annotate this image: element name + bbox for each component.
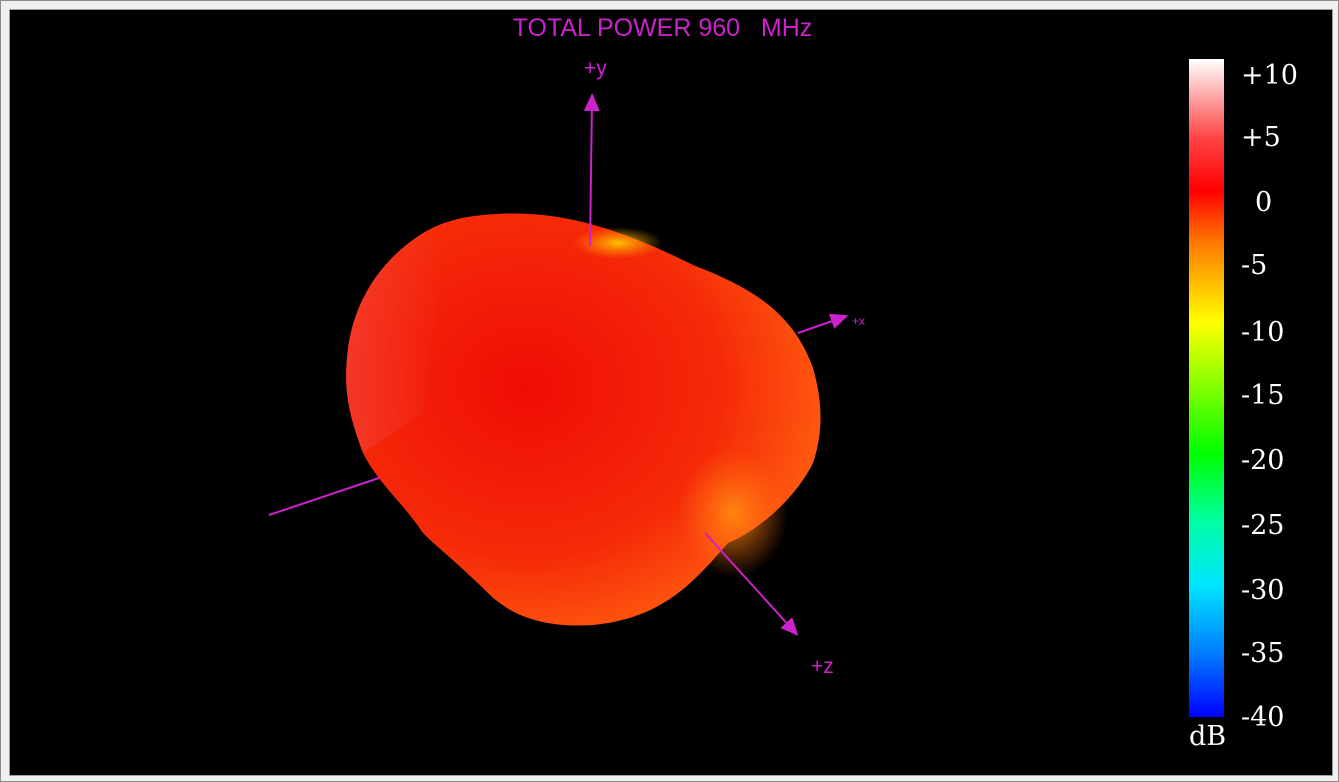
z-axis-label: +z: [811, 655, 834, 678]
colorbar-gradient: [1189, 59, 1224, 717]
colorbar-tick: +5: [1241, 122, 1281, 153]
colorbar-tick: -40: [1241, 702, 1285, 733]
colorbar-tick: -35: [1241, 638, 1285, 669]
colorbar-tick: -5: [1241, 250, 1268, 281]
colorbar-tick: -30: [1241, 575, 1285, 606]
colorbar-tick: -20: [1241, 445, 1285, 476]
x-axis-label: +x: [852, 314, 866, 328]
surface-highlight-right: [678, 448, 788, 578]
y-axis-label: +y: [584, 57, 607, 80]
y-axis-line: [583, 93, 600, 247]
surface-highlight-top: [573, 227, 663, 259]
colorbar-tick: -15: [1241, 380, 1285, 411]
x-axis-line-back: [797, 313, 849, 334]
colorbar-tick: -10: [1241, 317, 1285, 348]
colorbar-tick: +10: [1241, 60, 1298, 91]
surface-highlight-left: [346, 233, 443, 453]
z-axis-line: [704, 532, 799, 636]
colorbar-tick: 0: [1255, 187, 1273, 218]
colorbar-tick: -25: [1241, 510, 1285, 541]
minus-x-axis-line: [268, 477, 380, 516]
plot-title: TOTAL POWER 960 MHz: [512, 14, 813, 42]
colorbar-unit-label: dB: [1189, 721, 1227, 752]
